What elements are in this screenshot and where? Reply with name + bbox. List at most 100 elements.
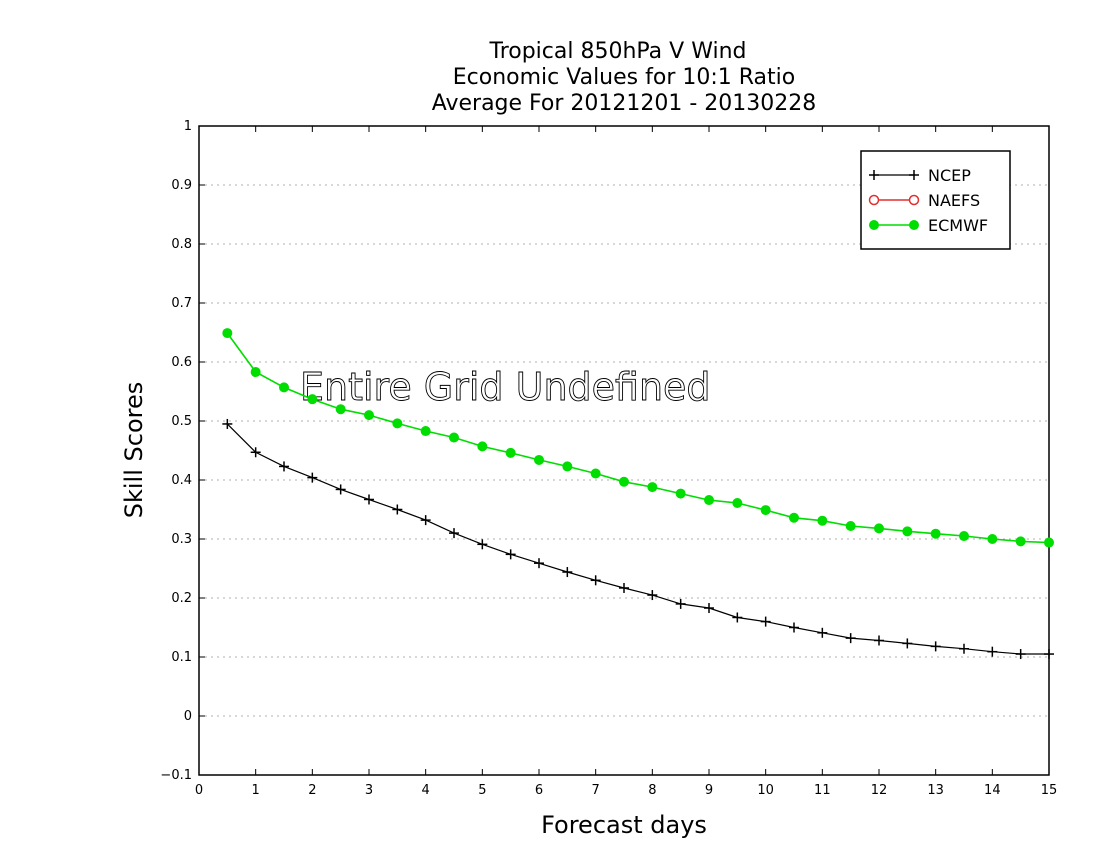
gridlines [199,184,1049,717]
ncep-point [732,612,743,623]
x-tick-label: 15 [1041,783,1058,798]
y-tick-label: 0.7 [171,296,192,311]
ncep-point [222,418,233,429]
ecmwf-point [619,476,629,487]
legend-ncep-point [909,170,919,180]
ncep-series [222,418,1054,660]
ncep-point [335,484,346,495]
x-tick-label: 0 [195,783,203,798]
ncep-point [704,603,714,614]
ncep-point [1044,649,1054,660]
ncep-point [817,627,828,638]
legend-label-naefs: NAEFS [928,191,980,210]
y-tick-label: 0.9 [171,178,192,193]
x-axis-label: Forecast days [541,811,707,839]
ecmwf-point [279,382,289,393]
ncep-point [449,528,459,539]
ncep-point [279,461,289,472]
x-tick-label: 13 [927,783,944,798]
legend-item-ncep: NCEP [869,166,971,185]
chart-title-line-1: Tropical 850hPa V Wind [488,39,746,64]
ecmwf-point [1015,536,1026,547]
ecmwf-point [987,534,998,544]
x-tick-label: 1 [252,783,260,798]
ecmwf-point [222,328,233,339]
ncep-point [477,539,488,550]
ncep-point [930,641,941,652]
legend-naefs-point [868,194,880,206]
ecmwf-point [335,404,346,415]
y-axis-label: Skill Scores [120,382,148,519]
x-tick-label: 12 [871,783,888,798]
ncep-point [562,567,573,578]
ecmwf-point [449,432,459,443]
chart-title: Tropical 850hPa V Wind Economic Values f… [432,39,817,116]
legend: NCEP NAEFS ECMWF [860,150,1011,250]
y-tick-label: 0.5 [171,414,192,429]
ecmwf-point [732,498,743,509]
y-tick-label: 0.3 [171,532,192,547]
ecmwf-point [959,531,969,542]
ecmwf-point [590,468,601,479]
ncep-point [675,598,686,609]
ncep-point [845,633,856,644]
x-tick-label: 9 [705,783,713,798]
x-tick-label: 3 [365,783,373,798]
ncep-point [364,494,374,505]
ecmwf-point [789,512,799,523]
ecmwf-point [1044,537,1054,548]
legend-ecmwf-point [909,220,919,230]
chart-title-line-2: Economic Values for 10:1 Ratio [453,65,795,90]
x-tick-label: 14 [984,783,1001,798]
y-axis-ticks: −0.1 0 0.1 0.2 0.3 0.4 0.5 0.6 0.7 0.8 0.9 1 [160,119,205,783]
ecmwf-point [675,488,686,499]
legend-ecmwf-point [869,220,879,230]
x-tick-label: 8 [648,783,656,798]
ecmwf-point [250,367,261,378]
x-tick-label: 11 [814,783,831,798]
ncep-point [647,590,658,601]
ncep-point [590,575,601,586]
ecmwf-point [930,528,941,539]
ncep-point [534,558,544,569]
x-tick-label: 10 [757,783,774,798]
legend-item-naefs: NAEFS [868,191,980,210]
y-tick-label: 0.2 [171,591,192,606]
ncep-point [789,622,799,633]
ecmwf-point [505,447,516,458]
ncep-point [619,582,629,593]
ecmwf-point [392,418,403,429]
ncep-point [902,638,913,649]
x-tick-label: 4 [422,783,430,798]
ecmwf-point [902,526,913,537]
legend-item-ecmwf: ECMWF [869,216,988,235]
ecmwf-point [874,523,884,534]
ecmwf-point [420,426,431,437]
ecmwf-point [647,482,658,493]
data-series [222,328,1054,660]
ecmwf-point [477,441,488,452]
ncep-point [959,643,969,654]
ecmwf-point [817,515,828,526]
legend-ncep-point [869,170,879,180]
ncep-point [505,549,516,560]
ncep-point [760,616,771,627]
ncep-point [250,447,261,458]
ncep-point [874,635,884,646]
plot-area-frame [198,125,1050,776]
legend-naefs-point [908,194,920,206]
y-tick-label: 0.8 [171,237,192,252]
ecmwf-point [307,394,318,405]
chart-title-line-3: Average For 20121201 - 20130228 [432,91,817,116]
y-tick-label: 0.4 [171,473,192,488]
x-tick-label: 5 [478,783,486,798]
ecmwf-point [364,410,374,421]
x-axis-ticks: 0 1 2 3 4 5 6 7 8 9 10 11 12 13 14 15 [195,126,1057,798]
ecmwf-point [845,521,856,532]
ncep-point [420,515,431,526]
x-tick-label: 2 [308,783,316,798]
ecmwf-point [562,461,573,472]
ncep-point [987,646,998,657]
y-tick-label: 1 [184,119,192,134]
